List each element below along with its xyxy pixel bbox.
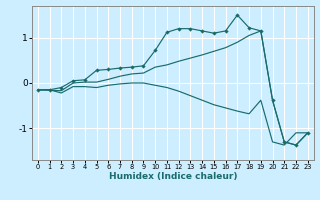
X-axis label: Humidex (Indice chaleur): Humidex (Indice chaleur) [108, 172, 237, 181]
